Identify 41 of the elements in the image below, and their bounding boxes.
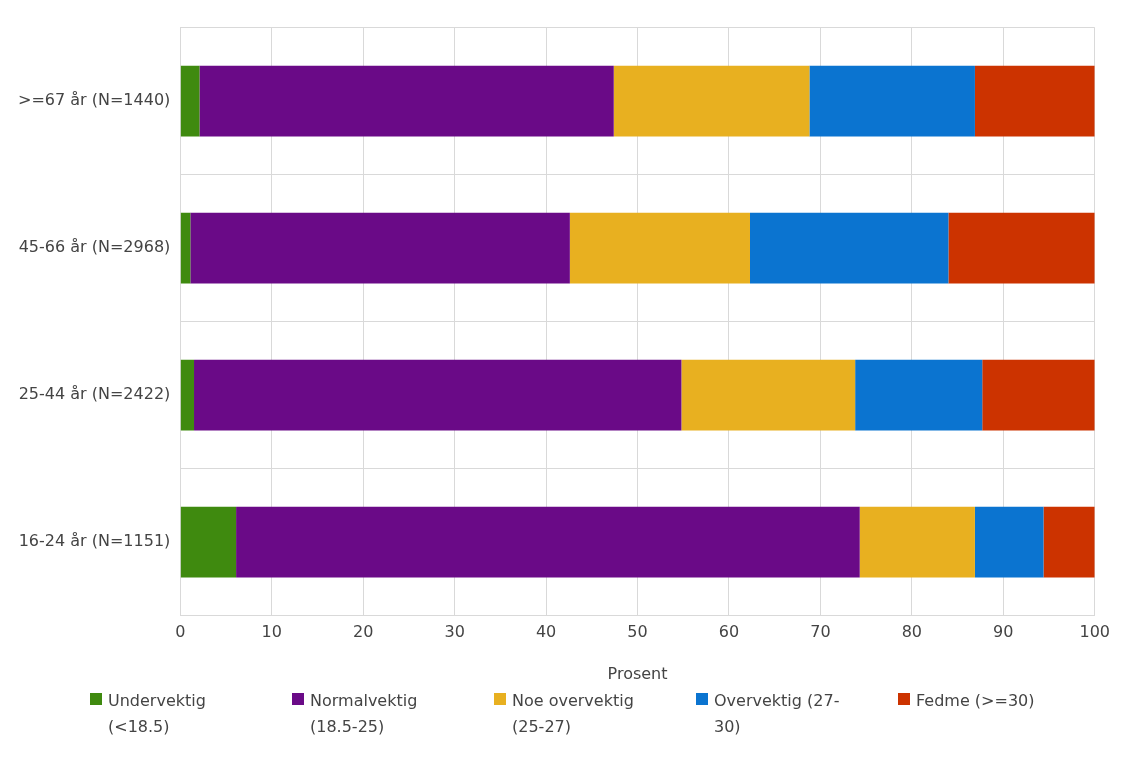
- bar: [855, 359, 983, 431]
- y-tick-label: 16-24 år (N=1151): [18, 531, 171, 551]
- legend-label: Overvektig (27-30): [714, 690, 841, 738]
- bar: [199, 65, 614, 137]
- bar: [180, 65, 200, 137]
- bar: [982, 359, 1095, 431]
- bar: [1043, 506, 1095, 578]
- x-tick-label: 50: [627, 622, 648, 642]
- x-tick-label: 90: [993, 622, 1014, 642]
- x-tick-label: 30: [444, 622, 465, 642]
- x-tick-label: 40: [535, 622, 557, 642]
- bar: [194, 359, 682, 431]
- y-tick-label: >=67 år (N=1440): [17, 90, 171, 110]
- legend-label: Normalvektig (18.5-25): [310, 690, 419, 738]
- x-tick-label: 10: [261, 622, 282, 642]
- bar: [236, 506, 860, 578]
- bar: [749, 212, 949, 284]
- bar: [948, 212, 1095, 284]
- bar: [681, 359, 856, 431]
- x-axis-title: Prosent: [607, 663, 668, 683]
- bar: [180, 212, 191, 284]
- bar: [190, 212, 570, 284]
- bar: [180, 506, 237, 578]
- x-tick-label: 80: [901, 622, 923, 642]
- bar: [180, 359, 195, 431]
- legend-label: Fedme (>=30): [916, 690, 1036, 712]
- x-tick-label: 0: [175, 622, 186, 642]
- bar: [613, 65, 810, 137]
- x-tick-label: 70: [810, 622, 831, 642]
- bar: [859, 506, 975, 578]
- x-tick-label: 20: [353, 622, 374, 642]
- bar: [569, 212, 750, 284]
- bar: [974, 65, 1095, 137]
- y-tick-label: 25-44 år (N=2422): [18, 384, 171, 404]
- y-tick-label: 45-66 år (N=2968): [18, 237, 171, 257]
- x-tick-label: 60: [718, 622, 740, 642]
- x-tick-label: 100: [1079, 622, 1110, 642]
- legend-label: Undervektig (<18.5): [108, 690, 207, 738]
- bar: [974, 506, 1044, 578]
- legend-label: Noe overvektig (25-27): [512, 690, 635, 738]
- bar: [809, 65, 975, 137]
